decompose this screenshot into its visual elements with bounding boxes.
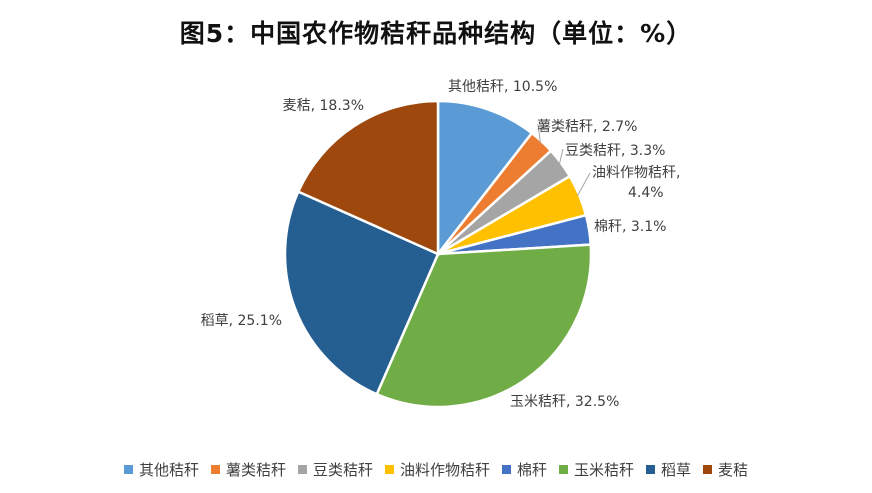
- data-label: 棉秆, 3.1%: [594, 218, 666, 235]
- legend-item: 玉米秸秆: [559, 459, 634, 480]
- data-label: 薯类秸秆, 2.7%: [537, 119, 637, 135]
- legend-item: 棉秆: [502, 459, 547, 480]
- legend-label: 稻草: [661, 461, 692, 479]
- legend-item: 薯类秸秆: [210, 459, 286, 480]
- data-label: 油料作物秸秆, 4.4%: [592, 165, 680, 201]
- leader-line: [558, 148, 564, 165]
- data-label: 稻草, 25.1%: [201, 313, 282, 329]
- pie-slice: [375, 243, 593, 409]
- data-label: 玉米秸秆, 32.5%: [510, 394, 619, 410]
- legend-item: 豆类秸秆: [297, 459, 373, 480]
- legend-swatch: [210, 465, 220, 474]
- legend-item: 油料作物秸秆: [384, 459, 490, 480]
- legend-item: 其他秸秆: [123, 459, 199, 480]
- leader-line: [537, 123, 541, 144]
- pie-slice: [436, 99, 534, 258]
- legend-label: 薯类秸秆: [225, 461, 286, 479]
- legend-label: 豆类秸秆: [312, 461, 373, 479]
- pie-slice: [283, 189, 440, 396]
- legend-swatch: [703, 465, 713, 474]
- legend-item: 麦秸: [703, 459, 748, 480]
- legend-swatch: [297, 465, 307, 474]
- legend-item: 稻草: [646, 459, 691, 480]
- chart-title: 图5：中国农作物秸秆品种结构（单位：%）: [179, 19, 693, 48]
- legend-swatch: [384, 465, 394, 474]
- legend-label: 玉米秸秆: [574, 461, 635, 479]
- data-label: 麦秸, 18.3%: [283, 98, 364, 114]
- leader-line: [576, 172, 591, 197]
- legend-label: 其他秸秆: [138, 461, 199, 479]
- pie-slice: [296, 99, 440, 256]
- legend-swatch: [502, 465, 511, 474]
- legend-label: 棉秆: [517, 461, 548, 479]
- legend-swatch: [559, 465, 569, 474]
- legend-swatch: [123, 465, 133, 474]
- legend-label: 油料作物秸秆: [399, 461, 490, 479]
- data-label: 豆类秸秆, 3.3%: [565, 143, 665, 159]
- legend-swatch: [646, 465, 656, 474]
- data-label: 其他秸秆, 10.5%: [448, 79, 557, 95]
- legend-label: 麦秸: [718, 461, 749, 479]
- legend: 其他秸秆 薯类秸秆 豆类秸秆 油料作物秸秆 棉秆 玉米秸秆 稻草 麦秸: [0, 459, 872, 480]
